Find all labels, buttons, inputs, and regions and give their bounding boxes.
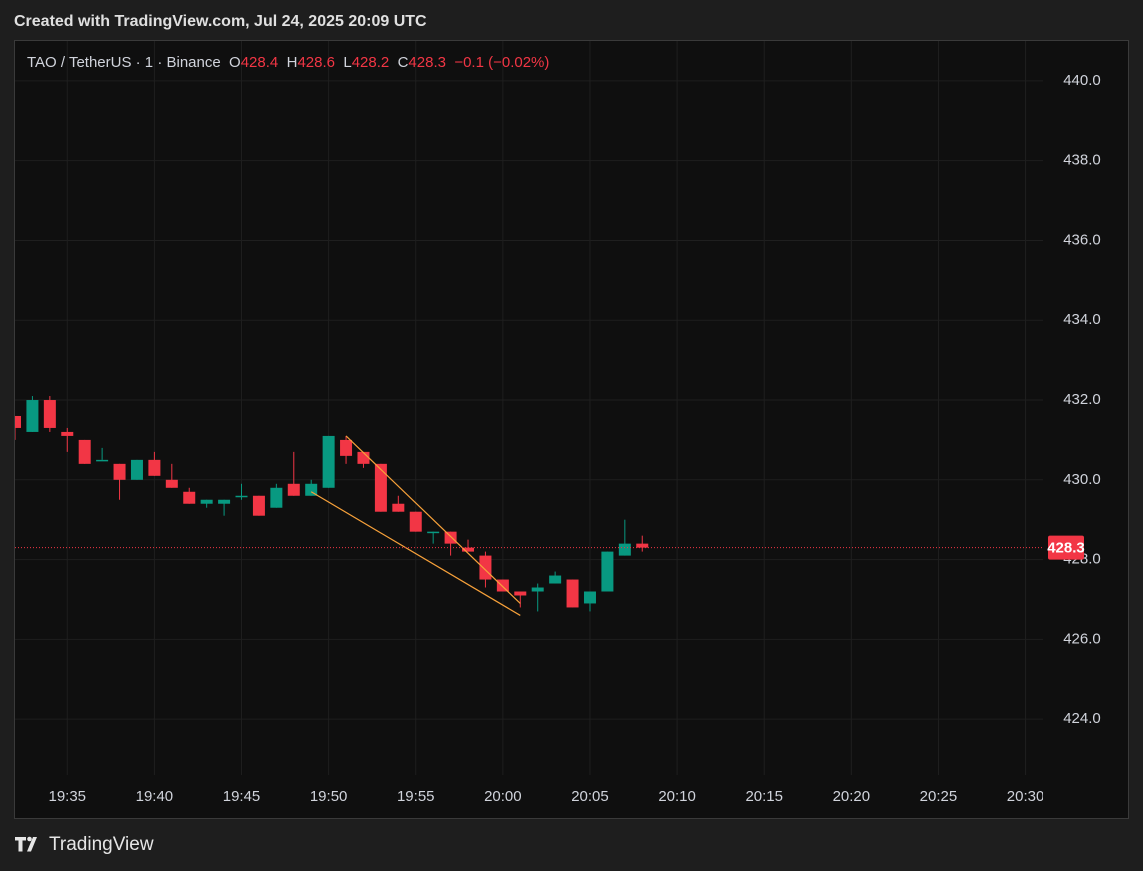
candle-body <box>340 439 353 456</box>
candle-body <box>462 547 475 552</box>
candle-body <box>636 543 649 548</box>
candle-body <box>96 459 109 462</box>
y-tick-label: 440.0 <box>1063 72 1101 89</box>
candle-body <box>444 531 457 544</box>
candle-body <box>218 499 231 504</box>
candle-body <box>549 575 562 584</box>
candle-body <box>235 495 248 498</box>
candle-body <box>374 463 387 512</box>
trend-line <box>345 435 521 604</box>
candle-body <box>427 531 440 534</box>
y-tick-label: 434.0 <box>1063 311 1101 328</box>
low-label: L <box>343 54 352 71</box>
candle-body <box>287 483 300 496</box>
y-tick-label: 432.0 <box>1063 391 1101 408</box>
candle-body <box>392 503 405 512</box>
candle-body <box>618 543 631 556</box>
axis-panel <box>1043 778 1127 817</box>
brand-name: TradingView <box>49 834 154 855</box>
candle-body <box>531 587 544 592</box>
x-tick-label: 19:50 <box>310 788 348 805</box>
candle-body <box>566 579 579 608</box>
chart-title: Created with TradingView.com, Jul 24, 20… <box>14 13 427 30</box>
candle-body <box>583 591 596 604</box>
candle-body <box>113 463 126 480</box>
x-tick-label: 19:35 <box>48 788 86 805</box>
close-label: C <box>397 54 409 71</box>
candle-body <box>252 495 265 516</box>
x-tick-label: 20:30 <box>1007 788 1045 805</box>
legend: TAO / TetherUS · 1 · Binance O428.4 H428… <box>27 54 549 71</box>
x-tick-label: 20:05 <box>571 788 609 805</box>
candle-body <box>148 459 161 476</box>
logo-icon <box>15 837 37 852</box>
candle-body <box>130 459 143 480</box>
logo-dot <box>27 836 32 842</box>
x-tick-label: 20:10 <box>658 788 696 805</box>
candle-body <box>15 415 21 428</box>
y-tick-label: 438.0 <box>1063 152 1101 169</box>
candle-body <box>496 579 509 592</box>
last-price-label: 428.3 <box>1047 540 1085 557</box>
symbol: TAO / TetherUS · 1 · Binance <box>27 54 221 71</box>
candle-body <box>322 435 335 488</box>
high-label: H <box>286 54 298 71</box>
y-tick-label: 424.0 <box>1063 710 1101 727</box>
candle-body <box>409 511 422 532</box>
low-value: 428.2 <box>351 54 390 71</box>
candle-body <box>514 591 527 596</box>
open-label: O <box>229 54 241 71</box>
candle-body <box>183 491 196 504</box>
trend-line <box>310 491 521 616</box>
x-tick-label: 20:25 <box>920 788 958 805</box>
high-value: 428.6 <box>297 54 335 71</box>
candle-body <box>78 439 91 464</box>
close-value: 428.3 <box>408 54 446 71</box>
candle-body <box>357 451 370 464</box>
candle-body <box>305 483 318 496</box>
y-tick-label: 426.0 <box>1063 630 1101 647</box>
x-tick-label: 20:00 <box>484 788 522 805</box>
candle-body <box>601 551 614 592</box>
candle-body <box>43 400 56 428</box>
last-price-tag <box>1048 535 1084 560</box>
x-tick-label: 19:55 <box>397 788 435 805</box>
candle-body <box>165 479 178 488</box>
change: −0.1 (−0.02%) <box>454 54 550 71</box>
x-tick-label: 19:45 <box>223 788 261 805</box>
candle-body <box>26 400 39 432</box>
x-tick-label: 20:20 <box>833 788 871 805</box>
y-tick-label: 430.0 <box>1063 471 1101 488</box>
chart-frame <box>14 40 1129 819</box>
x-tick-label: 19:40 <box>136 788 174 805</box>
x-tick-label: 20:15 <box>745 788 783 805</box>
candle-body <box>61 431 74 436</box>
candle-body <box>200 499 213 504</box>
brand-logo <box>15 836 37 852</box>
open-value: 428.4 <box>240 54 279 71</box>
candle-body <box>270 487 283 508</box>
candle-body <box>479 555 492 580</box>
y-tick-label: 436.0 <box>1063 231 1101 248</box>
